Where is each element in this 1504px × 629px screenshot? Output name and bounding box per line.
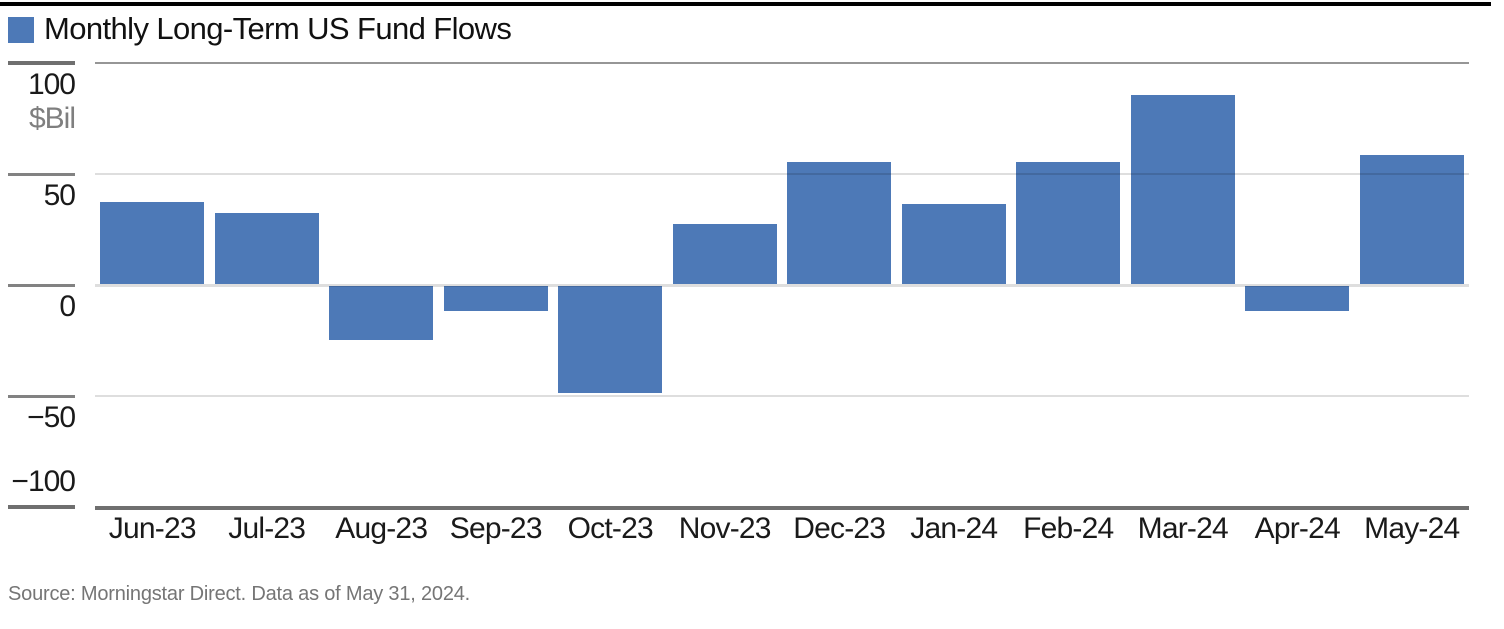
xtick-label-jan-24: Jan-24 bbox=[910, 512, 998, 545]
ytick-mark--50 bbox=[8, 395, 75, 398]
ytick-label--100: −100 bbox=[11, 465, 76, 498]
ytick-mark-0 bbox=[8, 284, 75, 287]
xtick-label-mar-24: Mar-24 bbox=[1137, 512, 1229, 545]
ytick-label--50: −50 bbox=[27, 401, 76, 434]
bar-dec-23 bbox=[787, 161, 892, 284]
bar-jun-23 bbox=[100, 201, 205, 284]
xtick-label-dec-23: Dec-23 bbox=[793, 512, 886, 545]
chart-title: Monthly Long-Term US Fund Flows bbox=[44, 11, 512, 46]
bar-aug-23 bbox=[329, 286, 434, 340]
bar-apr-24 bbox=[1245, 286, 1350, 311]
bar-feb-24 bbox=[1016, 161, 1121, 284]
bar-mar-24 bbox=[1130, 95, 1235, 284]
ytick-mark--100 bbox=[8, 505, 75, 509]
xtick-label-apr-24: Apr-24 bbox=[1254, 512, 1341, 545]
plot-area bbox=[95, 62, 1469, 506]
xtick-label-sep-23: Sep-23 bbox=[449, 512, 543, 545]
ytick-mark-50 bbox=[8, 173, 75, 176]
source-note: Source: Morningstar Direct. Data as of M… bbox=[8, 583, 471, 605]
bar-oct-23 bbox=[558, 286, 663, 393]
xtick-label-jun-23: Jun-23 bbox=[108, 512, 197, 545]
y-axis-unit-label: $Bil bbox=[28, 102, 76, 135]
gridline-50 bbox=[95, 173, 1469, 175]
gridline--100 bbox=[95, 506, 1469, 510]
gridline-0 bbox=[95, 284, 1469, 287]
ytick-label-0: 0 bbox=[59, 290, 76, 323]
top-border-rule bbox=[0, 2, 1491, 6]
bar-nov-23 bbox=[672, 224, 777, 284]
xtick-label-jul-23: Jul-23 bbox=[228, 512, 306, 545]
ytick-label-100: 100 bbox=[27, 68, 76, 101]
bar-jan-24 bbox=[901, 204, 1006, 284]
xtick-label-aug-23: Aug-23 bbox=[335, 512, 428, 545]
bar-jul-23 bbox=[214, 213, 319, 284]
xtick-label-oct-23: Oct-23 bbox=[567, 512, 654, 545]
xtick-label-feb-24: Feb-24 bbox=[1023, 512, 1114, 545]
ytick-mark-100 bbox=[8, 61, 75, 65]
gridline--50 bbox=[95, 395, 1469, 397]
gridline-100 bbox=[95, 62, 1469, 64]
xtick-label-may-24: May-24 bbox=[1364, 512, 1460, 545]
bar-sep-23 bbox=[443, 286, 548, 311]
legend-swatch-icon bbox=[8, 17, 34, 43]
ytick-label-50: 50 bbox=[43, 179, 76, 212]
xtick-label-nov-23: Nov-23 bbox=[678, 512, 772, 545]
bar-may-24 bbox=[1359, 155, 1464, 284]
